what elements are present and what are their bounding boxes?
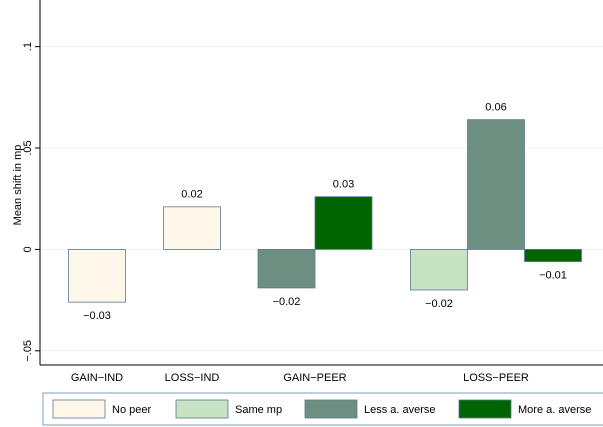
bar	[163, 206, 221, 250]
x-tick-label: GAIN−PEER	[283, 372, 346, 384]
bar	[257, 249, 316, 289]
legend-swatch	[52, 399, 106, 419]
value-label: −0.02	[425, 298, 453, 310]
x-tick-label: LOSS−IND	[165, 372, 220, 384]
value-label: −0.01	[539, 269, 567, 281]
bar	[524, 249, 582, 262]
y-tick-label: .1	[22, 42, 34, 51]
legend-label: No peer	[112, 404, 151, 416]
legend-label: Less a. averse	[364, 404, 436, 416]
value-label: −0.03	[83, 310, 111, 322]
bar	[467, 119, 525, 250]
bar	[314, 196, 373, 250]
value-label: −0.02	[273, 296, 301, 308]
legend-label: More a. averse	[518, 404, 591, 416]
value-label: 0.06	[485, 102, 506, 114]
legend-label: Same mp	[235, 404, 282, 416]
y-axis-label: Mean shift in mp	[12, 145, 24, 226]
value-label: 0.02	[181, 189, 202, 201]
legend-swatch	[458, 399, 512, 419]
y-tick-label: −.05	[22, 340, 34, 362]
bar	[410, 249, 468, 291]
value-label: 0.03	[333, 179, 354, 191]
y-tick-label: 0	[22, 246, 34, 252]
legend-swatch	[175, 399, 229, 419]
y-tick-label: .05	[22, 140, 34, 155]
x-tick-label: GAIN−IND	[71, 372, 123, 384]
bar	[68, 249, 126, 303]
x-tick-label: LOSS−PEER	[463, 372, 529, 384]
legend-swatch	[304, 399, 358, 419]
